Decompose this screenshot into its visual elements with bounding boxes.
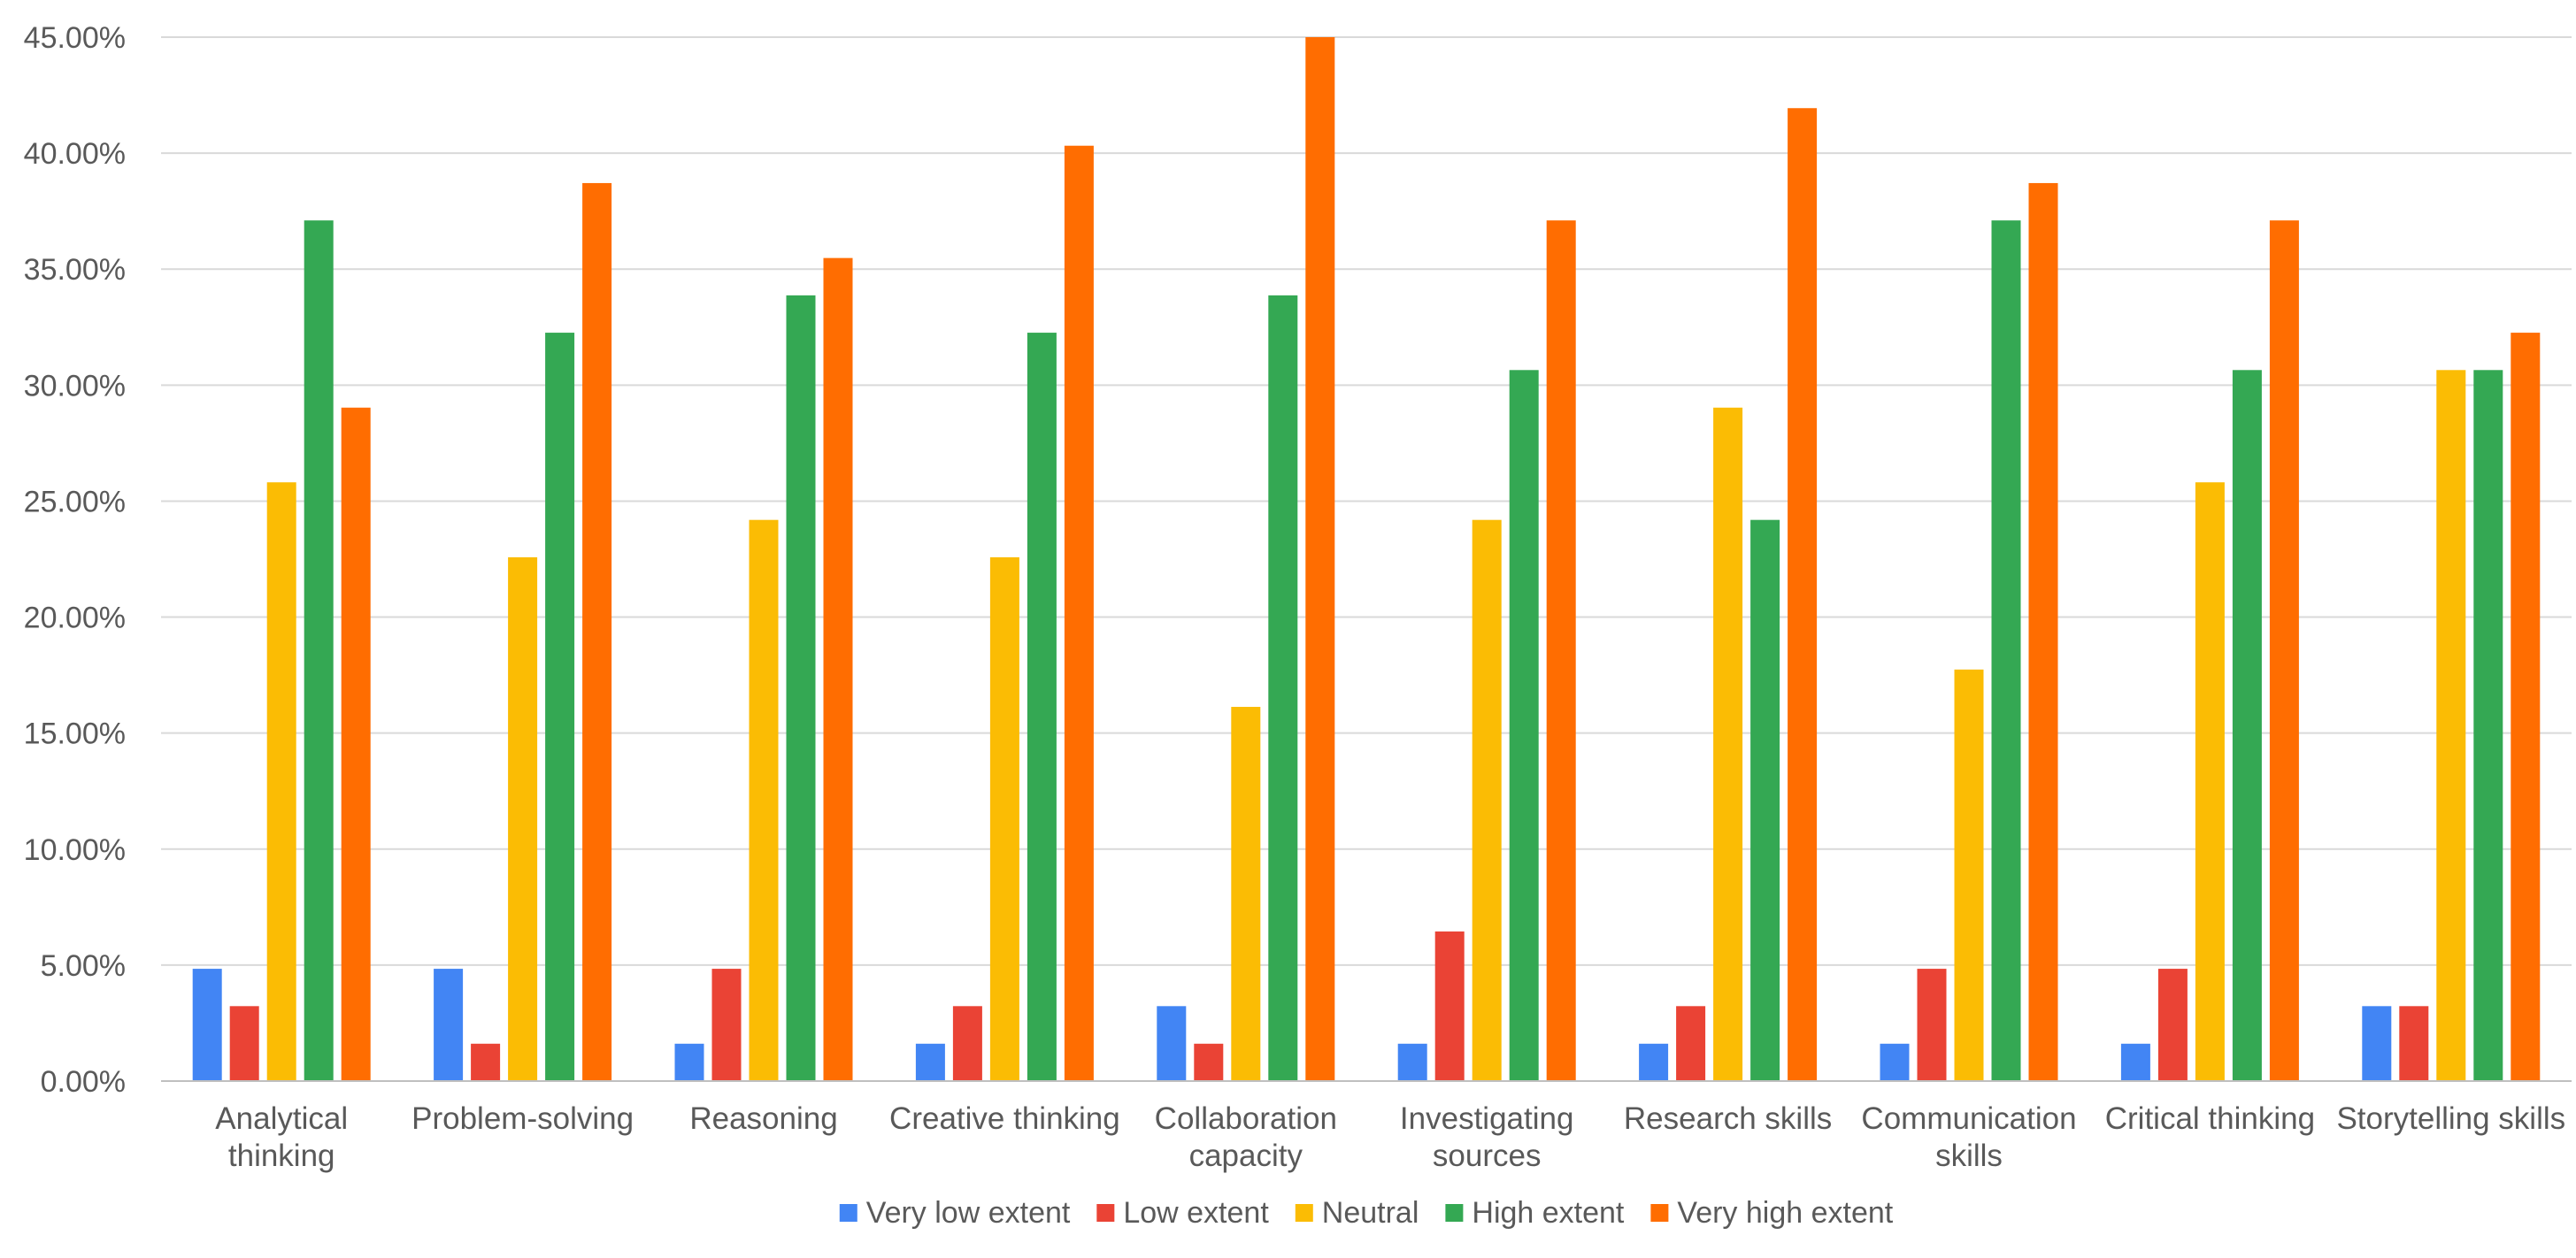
y-tick-label: 30.00% <box>24 369 126 403</box>
legend-label: Very high extent <box>1677 1196 1893 1230</box>
legend-label: High extent <box>1472 1196 1625 1230</box>
bar-very-low-extent <box>434 969 464 1081</box>
bar-very-low-extent <box>1397 1043 1427 1081</box>
bar-neutral <box>266 482 296 1081</box>
category-label: Analytical <box>215 1101 348 1136</box>
bar-low-extent <box>1194 1043 1224 1081</box>
bar-neutral <box>508 556 538 1081</box>
legend-swatch <box>1096 1204 1115 1222</box>
category-label: Creative thinking <box>889 1101 1120 1136</box>
y-tick-label: 5.00% <box>41 949 126 983</box>
bar-very-low-extent <box>192 969 222 1081</box>
legend-item-neutral: Neutral <box>1295 1196 1419 1230</box>
bar-very-low-extent <box>1157 1006 1187 1081</box>
category-label: capacity <box>1189 1139 1303 1173</box>
bar-low-extent <box>952 1006 982 1081</box>
bar-high-extent <box>1991 220 2021 1082</box>
bar-high-extent <box>1027 333 1057 1081</box>
bars <box>192 37 2541 1082</box>
category-label: Communication <box>1861 1101 2076 1136</box>
legend-item-high-extent: High extent <box>1445 1196 1625 1230</box>
bar-neutral <box>1954 669 1984 1081</box>
legend-item-very-low-extent: Very low extent <box>839 1196 1071 1230</box>
bar-high-extent <box>2232 370 2262 1081</box>
bar-very-high-extent <box>2269 220 2299 1082</box>
y-axis-tick-labels: 0.00% 5.00% 10.00% 15.00% 20.00% 25.00% 30.00%… <box>24 21 126 1099</box>
bar-very-low-extent <box>1880 1043 1910 1081</box>
bar-low-extent <box>1676 1006 1706 1081</box>
bar-high-extent <box>786 295 816 1081</box>
category-label: thinking <box>228 1139 335 1173</box>
y-tick-label: 20.00% <box>24 602 126 635</box>
bar-high-extent <box>545 333 575 1081</box>
legend-swatch <box>839 1204 857 1222</box>
bar-very-high-extent <box>1064 145 1094 1082</box>
bar-very-low-extent <box>2120 1043 2150 1081</box>
bar-low-extent <box>229 1006 259 1081</box>
legend-swatch <box>1445 1204 1464 1222</box>
category-label: sources <box>1433 1139 1542 1173</box>
legend-item-low-extent: Low extent <box>1096 1196 1269 1230</box>
category-label: Research skills <box>1624 1101 1832 1136</box>
bar-neutral <box>989 556 1019 1081</box>
category-label: Collaboration <box>1155 1101 1337 1136</box>
bar-neutral <box>1472 519 1502 1081</box>
bar-low-extent <box>1917 969 1947 1081</box>
bar-high-extent <box>2473 370 2503 1081</box>
bar-high-extent <box>304 220 334 1082</box>
y-tick-label: 45.00% <box>24 21 126 55</box>
bar-low-extent <box>2399 1006 2429 1081</box>
bar-very-low-extent <box>915 1043 945 1081</box>
y-tick-label: 25.00% <box>24 485 126 518</box>
legend-item-very-high-extent: Very high extent <box>1650 1196 1894 1230</box>
category-label: Storytelling skills <box>2336 1101 2565 1136</box>
bar-low-extent <box>711 969 742 1081</box>
category-label: Reasoning <box>689 1101 837 1136</box>
legend: Very low extent Low extent Neutral High ext… <box>839 1196 1894 1230</box>
legend-label: Very low extent <box>866 1196 1071 1230</box>
bar-very-high-extent <box>1546 220 1576 1082</box>
category-label: Critical thinking <box>2105 1101 2315 1136</box>
bar-very-high-extent <box>2511 333 2541 1081</box>
bar-neutral <box>1713 407 1743 1081</box>
bar-very-high-extent <box>1788 108 1818 1082</box>
bar-high-extent <box>1750 519 1780 1081</box>
bar-very-high-extent <box>1305 37 1335 1081</box>
bar-low-extent <box>471 1043 501 1081</box>
bar-very-high-extent <box>582 182 612 1082</box>
bar-very-high-extent <box>341 407 371 1081</box>
legend-swatch <box>1295 1204 1313 1222</box>
bar-neutral <box>2195 482 2225 1081</box>
bar-very-high-extent <box>823 257 853 1081</box>
y-tick-label: 35.00% <box>24 253 126 287</box>
bar-low-extent <box>1434 931 1465 1081</box>
legend-label: Low extent <box>1123 1196 1269 1230</box>
legend-swatch <box>1650 1204 1669 1222</box>
y-tick-label: 40.00% <box>24 137 126 171</box>
bar-high-extent <box>1268 295 1298 1081</box>
bar-very-low-extent <box>2362 1006 2392 1081</box>
bar-very-high-extent <box>2028 182 2058 1082</box>
category-label: Investigating <box>1400 1101 1574 1136</box>
y-tick-label: 0.00% <box>41 1065 126 1099</box>
bar-very-low-extent <box>674 1043 704 1081</box>
category-label: skills <box>1935 1139 2003 1173</box>
bar-low-extent <box>2157 969 2188 1081</box>
y-tick-label: 10.00% <box>24 833 126 867</box>
category-label: Problem-solving <box>411 1101 634 1136</box>
bar-very-low-extent <box>1639 1043 1669 1081</box>
legend-label: Neutral <box>1322 1196 1419 1230</box>
bar-high-extent <box>1509 370 1539 1081</box>
bar-neutral <box>2436 370 2466 1081</box>
bar-neutral <box>1231 707 1261 1081</box>
y-tick-label: 15.00% <box>24 717 126 751</box>
bar-neutral <box>749 519 779 1081</box>
